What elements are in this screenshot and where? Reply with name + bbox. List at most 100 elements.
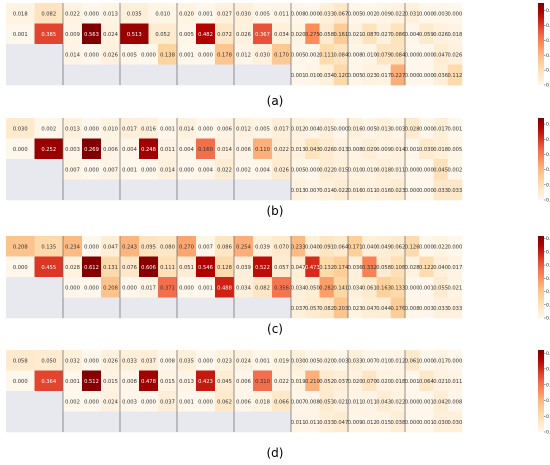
cell-value-label: 0.023	[390, 188, 405, 194]
heatmap-cell	[158, 236, 178, 257]
heatmap-panel-d: 0.058 0.050 0.000 0.364 0.032 0.000 0.026 0.001…	[6, 350, 550, 436]
heatmap-cell	[390, 179, 406, 201]
heatmap-cell	[433, 411, 449, 433]
cell-value-label: 0.001	[419, 285, 434, 291]
heatmap-cell	[6, 138, 35, 160]
cell-value-label: 0.108	[390, 265, 405, 271]
empty-cell	[34, 64, 64, 86]
cell-value-label: 0.030	[291, 358, 306, 364]
cell-value-label: 0.000	[141, 167, 156, 173]
panel-label-a: (a)	[267, 94, 284, 108]
heatmap-cell	[305, 44, 320, 65]
heatmap-cell	[253, 236, 273, 257]
cell-value-label: 0.252	[41, 147, 56, 153]
colorbar-tick-label: 0.1	[546, 68, 550, 74]
cell-value-label: 0.000	[305, 11, 320, 17]
cell-value-label: 0.035	[179, 358, 194, 364]
heatmap-cell	[34, 256, 64, 278]
heatmap-cell	[120, 23, 149, 45]
empty-cell	[196, 64, 216, 86]
cell-value-label: 0.051	[179, 265, 194, 271]
heatmap-cell	[177, 391, 197, 412]
colorbar-tick-label: 0.3	[546, 382, 550, 388]
cell-value-label: 0.006	[217, 126, 232, 132]
heatmap-cell	[120, 256, 140, 278]
heatmap-cell	[6, 23, 35, 45]
empty-cell	[6, 64, 35, 86]
heatmap-cell	[6, 236, 35, 257]
cell-value-label: 0.017	[433, 126, 448, 132]
cell-value-label: 0.018	[255, 399, 270, 405]
heatmap-cell	[177, 277, 197, 298]
cell-value-label: 0.282	[319, 285, 334, 291]
cell-value-label: 0.009	[348, 420, 363, 426]
colorbar-tick-label: 0.3	[546, 276, 550, 282]
heatmap-cell	[101, 3, 121, 24]
cell-value-label: 0.053	[319, 399, 334, 405]
cell-value-label: 0.067	[333, 11, 348, 17]
heatmap-cell	[305, 256, 320, 278]
cell-value-label: 0.030	[13, 126, 28, 132]
heatmap-cell	[215, 277, 235, 298]
cell-value-label: 0.020	[291, 32, 306, 38]
heatmap-cell	[253, 159, 273, 180]
cell-value-label: 0.007	[103, 167, 118, 173]
cell-value-label: 0.000	[84, 285, 99, 291]
heatmap-cell	[272, 370, 292, 392]
heatmap-cell	[419, 3, 434, 24]
cell-value-label: 0.000	[84, 126, 99, 132]
cell-value-label: 0.017	[141, 285, 156, 291]
heatmap-cell	[433, 297, 449, 319]
heatmap-cell	[253, 277, 273, 298]
heatmap-cell	[390, 159, 406, 180]
heatmap-cell	[139, 138, 159, 160]
cell-value-label: 0.000	[84, 167, 99, 173]
empty-cell	[253, 411, 273, 433]
cell-value-label: 0.000	[13, 147, 28, 153]
cell-value-label: 0.000	[405, 52, 420, 58]
heatmap-cell	[433, 350, 449, 371]
cell-value-label: 0.047	[433, 52, 448, 58]
cell-value-label: 0.061	[362, 285, 377, 291]
cell-value-label: 0.027	[376, 32, 391, 38]
heatmap-cell	[333, 297, 349, 319]
cell-value-label: 0.000	[405, 73, 420, 79]
heatmap-cell	[196, 138, 216, 160]
heatmap-cell	[34, 3, 64, 24]
heatmap-cell	[101, 350, 121, 371]
heatmap-cell	[291, 64, 306, 86]
heatmap-cell	[319, 179, 335, 201]
cell-value-label: 0.000	[13, 379, 28, 385]
heatmap-cell	[433, 44, 449, 65]
heatmap-cell	[348, 138, 363, 160]
heatmap-cell	[405, 179, 420, 201]
cell-value-label: 0.043	[376, 399, 391, 405]
cell-value-label: 0.010	[348, 167, 363, 173]
heatmap-cell	[447, 277, 463, 298]
empty-cell	[120, 179, 140, 201]
empty-cell	[34, 44, 64, 65]
cell-value-label: 0.022	[217, 167, 232, 173]
cell-value-label: 0.005	[179, 32, 194, 38]
cell-value-label: 0.058	[376, 265, 391, 271]
colorbar	[538, 118, 544, 200]
heatmap-cell	[319, 350, 335, 371]
heatmap-cell	[291, 138, 306, 160]
heatmap-cell	[348, 391, 363, 412]
cell-value-label: 0.039	[236, 265, 251, 271]
heatmap-cell	[272, 159, 292, 180]
cell-value-label: 0.062	[217, 399, 232, 405]
heatmap-cell	[319, 411, 335, 433]
cell-value-label: 0.233	[291, 244, 306, 250]
heatmap-cell	[362, 118, 377, 139]
empty-cell	[272, 297, 292, 319]
heatmap-cell	[447, 159, 463, 180]
heatmap-cell	[376, 118, 392, 139]
cell-value-label: 0.007	[198, 244, 213, 250]
heatmap-cell	[348, 370, 363, 392]
heatmap-cell	[101, 236, 121, 257]
cell-value-label: 0.082	[255, 285, 270, 291]
empty-cell	[234, 179, 254, 201]
heatmap-cell	[6, 350, 35, 371]
heatmap-cell	[120, 159, 140, 180]
